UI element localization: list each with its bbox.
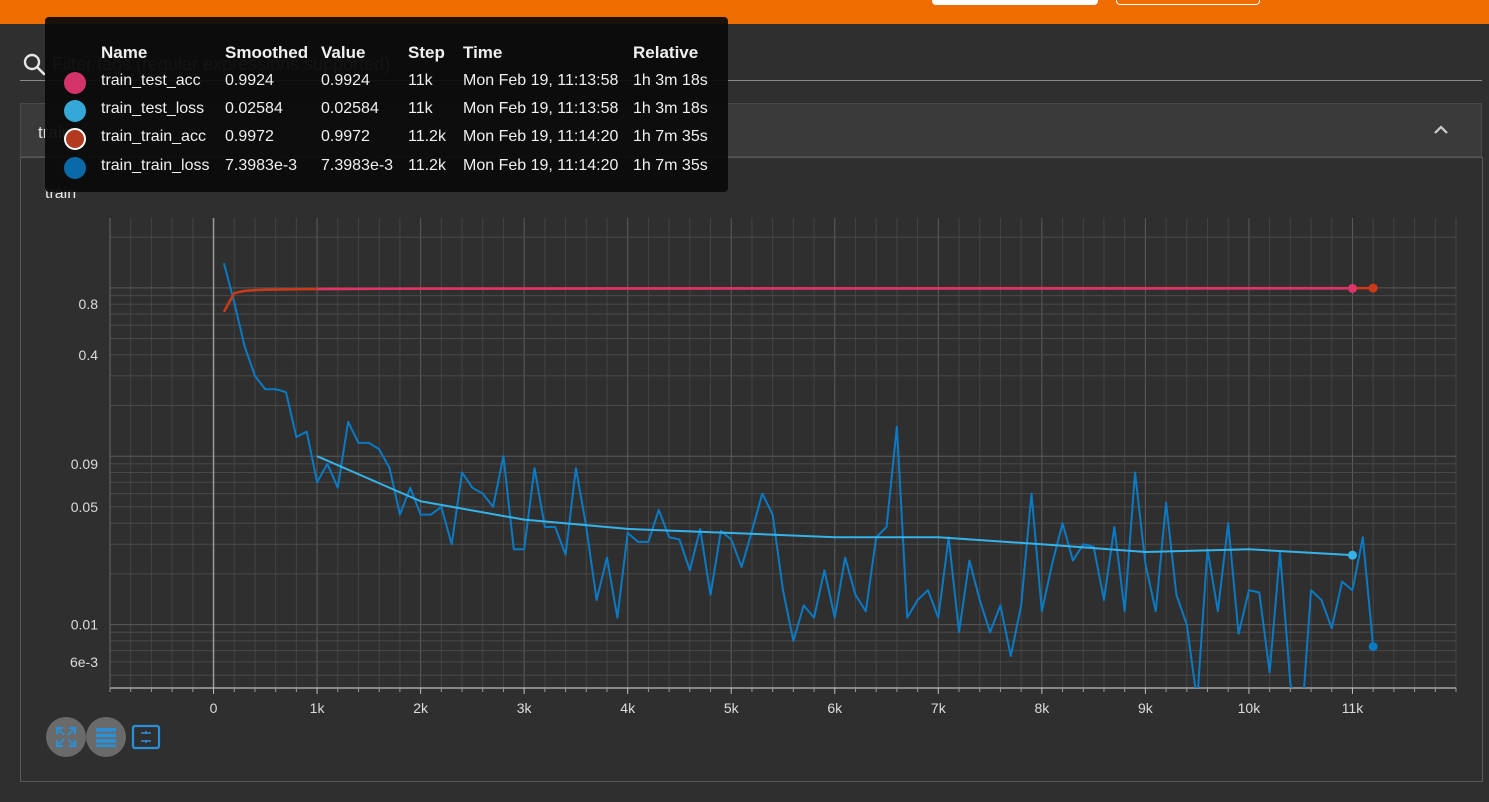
tooltip-relative: 1h 7m 35s <box>633 157 708 174</box>
tooltip-relative: 1h 3m 18s <box>633 72 708 89</box>
tooltip-row: train_train_loss 7.3983e-3 7.3983e-3 11.… <box>45 157 728 185</box>
x-tick-label: 5k <box>724 700 740 716</box>
series-color-dot <box>64 157 86 179</box>
tooltip-smoothed: 7.3983e-3 <box>225 157 298 174</box>
y-tick-label: 0.01 <box>71 617 98 633</box>
zoom-box-button[interactable] <box>131 722 161 752</box>
tooltip-smoothed: 0.02584 <box>225 100 283 117</box>
tooltip-header-step: Step <box>408 43 445 62</box>
x-tick-label: 9k <box>1138 700 1154 716</box>
tooltip-step: 11k <box>408 72 433 89</box>
tooltip-header-relative: Relative <box>633 43 699 62</box>
data-point-tooltip: Name Smoothed Value Step Time Relative t… <box>45 17 728 192</box>
tooltip-header-value: Value <box>321 43 366 62</box>
tooltip-row: train_test_acc 0.9924 0.9924 11k Mon Feb… <box>45 72 728 100</box>
y-tick-label: 0.09 <box>71 456 98 472</box>
tooltip-header-time: Time <box>463 43 503 62</box>
tooltip-run-name: train_train_loss <box>101 157 210 174</box>
tooltip-row: train_train_acc 0.9972 0.9972 11.2k Mon … <box>45 128 728 156</box>
tooltip-time: Mon Feb 19, 11:14:20 <box>463 128 619 145</box>
x-tick-label: 2k <box>413 700 429 716</box>
x-tick-label: 7k <box>931 700 947 716</box>
series-line-train_test_acc[interactable] <box>317 287 1353 291</box>
tooltip-step: 11.2k <box>408 157 446 174</box>
tooltip-run-name: train_test_acc <box>101 72 201 89</box>
tooltip-smoothed: 0.9924 <box>225 72 274 89</box>
tooltip-smoothed: 0.9972 <box>225 128 274 145</box>
fit-domain-button[interactable] <box>46 717 86 757</box>
tooltip-run-name: train_train_acc <box>101 128 206 145</box>
tooltip-value: 0.02584 <box>321 100 379 117</box>
series-line-train_test_loss[interactable] <box>316 455 1353 557</box>
tooltip-step: 11.2k <box>408 128 446 145</box>
x-tick-label: 10k <box>1238 700 1262 716</box>
zoom-box-icon <box>131 724 161 750</box>
top-bar-button-primary[interactable] <box>932 0 1098 5</box>
x-tick-label: 8k <box>1034 700 1050 716</box>
tooltip-row: train_test_loss 0.02584 0.02584 11k Mon … <box>45 100 728 128</box>
tooltip-value: 7.3983e-3 <box>321 157 394 174</box>
tooltip-header-name: Name <box>101 43 148 62</box>
series-endpoint-train_train_acc[interactable] <box>1368 283 1378 293</box>
series-endpoint-train_train_loss[interactable] <box>1368 642 1378 652</box>
tooltip-time: Mon Feb 19, 11:13:58 <box>463 72 619 89</box>
fit-domain-icon <box>55 726 77 748</box>
tooltip-time: Mon Feb 19, 11:14:20 <box>463 157 619 174</box>
tooltip-value: 0.9972 <box>321 128 370 145</box>
tooltip-step: 11k <box>408 100 433 117</box>
search-icon <box>23 53 46 76</box>
series-color-dot <box>64 100 86 122</box>
toggle-legend-button[interactable] <box>86 717 126 757</box>
x-tick-label: 11k <box>1342 700 1365 716</box>
y-tick-label: 0.05 <box>71 499 98 515</box>
series-line-train_train_acc[interactable] <box>222 286 1374 313</box>
chevron-up-icon[interactable] <box>1431 120 1451 140</box>
series-line-train_train_loss[interactable] <box>222 263 1375 735</box>
tooltip-run-name: train_test_loss <box>101 100 205 117</box>
x-tick-label: 0 <box>210 700 218 716</box>
tooltip-header-smoothed: Smoothed <box>225 43 309 62</box>
x-tick-label: 3k <box>517 700 533 716</box>
tooltip-relative: 1h 7m 35s <box>633 128 708 145</box>
legend-list-icon <box>96 728 116 747</box>
top-bar-button-secondary[interactable] <box>1116 0 1260 5</box>
y-tick-label: 6e-3 <box>70 654 98 670</box>
tooltip-value: 0.9924 <box>321 72 370 89</box>
y-tick-label: 0.8 <box>79 296 99 312</box>
x-tick-label: 6k <box>827 700 843 716</box>
x-tick-label: 4k <box>620 700 636 716</box>
y-tick-label: 0.4 <box>79 347 99 363</box>
tooltip-time: Mon Feb 19, 11:13:58 <box>463 100 619 117</box>
series-color-dot <box>64 128 86 150</box>
tooltip-relative: 1h 3m 18s <box>633 100 708 117</box>
series-color-dot <box>64 72 86 94</box>
series-endpoint-train_test_loss[interactable] <box>1347 550 1357 560</box>
x-tick-label: 1k <box>310 700 326 716</box>
series-endpoint-train_test_acc[interactable] <box>1347 283 1357 293</box>
